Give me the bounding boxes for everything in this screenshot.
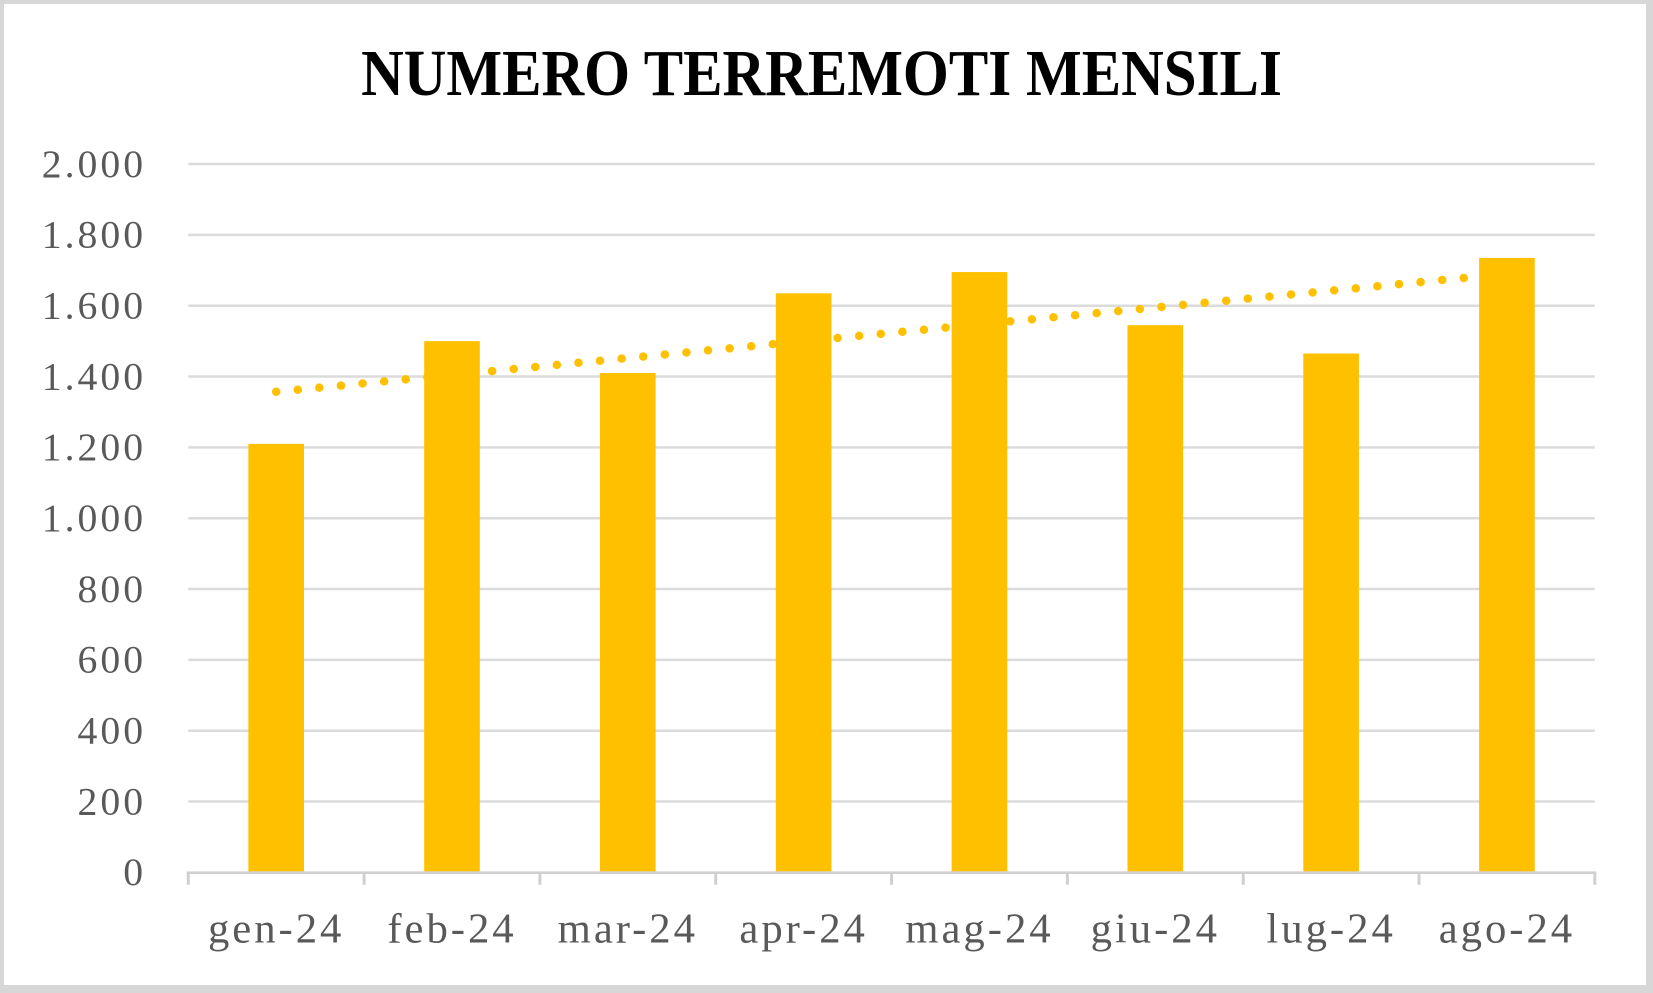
trendline-dot xyxy=(1373,282,1382,291)
trendline-dot xyxy=(1178,300,1188,310)
trendline-dot xyxy=(1437,275,1447,285)
trendline-dot xyxy=(898,327,907,337)
trendline-dot xyxy=(531,362,540,372)
trendline-dot xyxy=(358,379,367,388)
trendline-dot xyxy=(1459,273,1469,283)
trendline-dot xyxy=(617,354,626,363)
x-tick-label: mag-24 xyxy=(905,906,1053,953)
y-tick-label: 200 xyxy=(78,779,147,823)
trendline-dot xyxy=(725,344,734,353)
trendline-dot xyxy=(638,352,648,361)
trendline-dot xyxy=(1070,310,1080,320)
trendline-dot xyxy=(1394,279,1404,289)
trendline-dot xyxy=(768,339,778,349)
trendline-dot xyxy=(1308,288,1317,297)
trendline-dot xyxy=(703,346,713,355)
trendline-dot xyxy=(1329,286,1339,295)
trendline-dot xyxy=(487,366,497,376)
trendline-dot xyxy=(1114,306,1123,316)
trendline-dot xyxy=(1200,298,1209,308)
bar-ago-24 xyxy=(1479,257,1535,872)
trendline-dot xyxy=(509,364,518,374)
trendline-dot xyxy=(1049,313,1058,322)
trendline-dot xyxy=(1286,290,1296,299)
bar-mag-24 xyxy=(951,272,1008,872)
trendline-dot xyxy=(682,348,691,357)
bar-giu-24 xyxy=(1127,325,1184,872)
trendline-dot xyxy=(552,360,562,370)
trendline-dot xyxy=(1006,317,1015,326)
y-tick-label: 1.200 xyxy=(42,425,146,469)
y-tick-label: 800 xyxy=(78,567,147,611)
trendline-dot xyxy=(293,385,303,394)
x-tick-label: ago-24 xyxy=(1439,906,1575,953)
bar-apr-24 xyxy=(775,293,832,872)
x-tick-label: feb-24 xyxy=(387,906,516,953)
bar-mar-24 xyxy=(600,373,656,872)
trendline-dot xyxy=(315,383,324,392)
trendline-dot xyxy=(919,325,929,334)
x-tick-label: gen-24 xyxy=(208,906,344,953)
trendline-dot xyxy=(1221,296,1231,305)
trendline-dot xyxy=(379,377,389,386)
trendline-dot xyxy=(1135,304,1145,314)
y-tick-label: 1.400 xyxy=(42,354,146,398)
trendline-dot xyxy=(1351,284,1361,293)
x-tick-label: mar-24 xyxy=(558,906,698,953)
trendline-dot xyxy=(660,350,670,359)
x-tick-label: lug-24 xyxy=(1266,906,1395,953)
bar-feb-24 xyxy=(424,341,480,872)
trendline-dot xyxy=(876,329,886,339)
trendline-dot xyxy=(746,342,756,351)
trendline-dot xyxy=(1092,308,1101,318)
trendline-dot xyxy=(271,387,281,397)
y-tick-label: 1.800 xyxy=(42,213,146,257)
trendline-dot xyxy=(401,375,411,384)
y-tick-label: 600 xyxy=(78,638,147,682)
trendline-dot xyxy=(833,333,842,343)
y-tick-label: 0 xyxy=(123,850,146,894)
trendline-dot xyxy=(1265,292,1274,301)
trendline-dot xyxy=(941,323,950,332)
x-tick-label: giu-24 xyxy=(1091,906,1220,953)
y-tick-label: 1.600 xyxy=(42,284,146,328)
trendline-dot xyxy=(1243,294,1253,303)
chart-title: NUMERO TERREMOTI MENSILI xyxy=(361,38,1282,110)
y-tick-label: 1.000 xyxy=(42,496,146,540)
trendline-dot xyxy=(1027,315,1037,324)
trendline-dot xyxy=(1157,302,1166,312)
bar-lug-24 xyxy=(1303,353,1359,872)
trendline-dot xyxy=(1416,277,1425,287)
trendline-dot xyxy=(595,356,605,365)
trendline-dot xyxy=(336,381,346,390)
bar-chart: NUMERO TERREMOTI MENSILI 0 200 400 600 800 1.… xyxy=(42,38,1597,953)
y-tick-label: 400 xyxy=(78,709,147,753)
bar-gen-24 xyxy=(248,443,304,872)
trendline-dot xyxy=(574,358,583,368)
y-tick-label: 2.000 xyxy=(42,142,146,186)
trendline-dot xyxy=(854,331,864,341)
x-tick-label: apr-24 xyxy=(739,906,867,953)
